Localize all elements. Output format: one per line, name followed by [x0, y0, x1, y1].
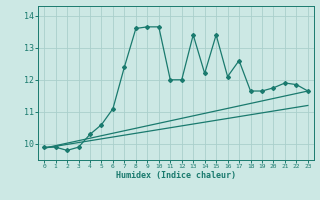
X-axis label: Humidex (Indice chaleur): Humidex (Indice chaleur) — [116, 171, 236, 180]
